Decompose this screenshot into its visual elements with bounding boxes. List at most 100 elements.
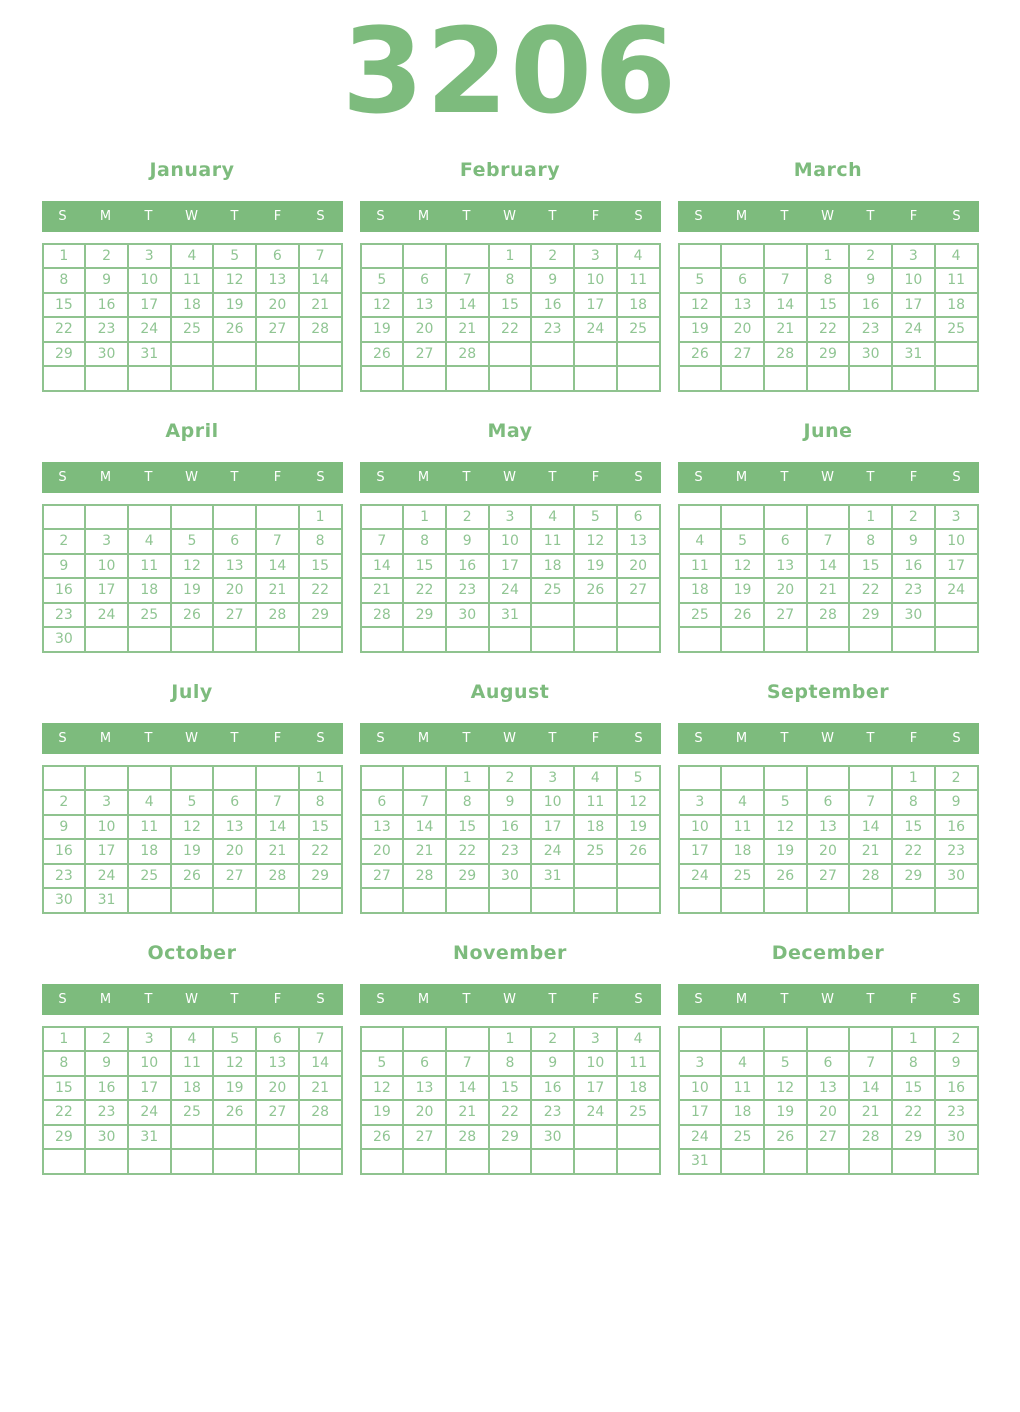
weekday-label: S: [376, 469, 386, 485]
day-cell: 24: [84, 862, 129, 890]
day-cell: 4: [169, 1025, 215, 1053]
day-cell: 19: [573, 552, 618, 580]
day-cell-empty: [487, 340, 533, 368]
day-cell-empty: [762, 887, 808, 914]
day-cell-empty: [677, 626, 723, 653]
week-row: 1: [41, 764, 343, 792]
day-cell: 28: [848, 862, 894, 890]
day-cell: 9: [891, 528, 936, 555]
weekday-label: T: [548, 469, 558, 485]
day-cell: 25: [126, 862, 172, 890]
day-cell: 30: [41, 626, 87, 653]
day-cell: 25: [720, 862, 765, 890]
day-cell: 6: [402, 267, 447, 294]
day-cell-empty: [255, 764, 300, 792]
day-cell: 1: [487, 242, 533, 270]
weekday-label: T: [548, 730, 558, 746]
day-cell: 4: [720, 789, 765, 816]
day-cell: 14: [805, 552, 851, 580]
day-cell: 11: [615, 1050, 661, 1077]
day-cell: 8: [891, 1050, 936, 1077]
day-cell: 27: [212, 862, 258, 890]
weekday-label: W: [185, 730, 199, 746]
day-cell: 12: [169, 813, 215, 841]
day-cell: 20: [402, 316, 447, 343]
day-cell: 6: [255, 242, 300, 270]
day-cell: 2: [84, 1025, 129, 1053]
day-cell: 5: [762, 1050, 808, 1077]
day-cell: 17: [487, 552, 533, 580]
day-cell: 25: [573, 838, 618, 865]
day-cell: 30: [933, 862, 979, 890]
week-row: 7 8 9 10 11 12 13: [359, 528, 661, 555]
month-day-grid: 1 2 3 4 5 6 7 8 9 10 11 12 13 14 15 16 17 18 19 20 21 22 23 24 2…: [359, 1025, 661, 1175]
day-cell: 3: [573, 1025, 618, 1053]
week-row: 26 27 28 29 30 31: [677, 340, 979, 368]
weekday-label: S: [694, 730, 704, 746]
day-cell: 16: [41, 577, 87, 604]
day-cell-empty: [359, 626, 405, 653]
day-cell: 31: [677, 1148, 723, 1175]
day-cell: 8: [805, 267, 851, 294]
day-cell: 31: [891, 340, 936, 368]
week-row: 9 10 11 12 13 14 15: [41, 552, 343, 580]
month-title: January: [149, 158, 235, 181]
day-cell: 25: [720, 1123, 765, 1151]
weekday-label: T: [144, 469, 154, 485]
day-cell: 4: [615, 1025, 661, 1053]
week-row: 18 19 20 21 22 23 24: [677, 577, 979, 604]
day-cell: 6: [805, 789, 851, 816]
day-cell: 9: [41, 552, 87, 580]
day-cell-empty: [762, 1148, 808, 1175]
day-cell: 12: [615, 789, 661, 816]
day-cell: 18: [169, 291, 215, 319]
day-cell-empty: [615, 365, 661, 392]
day-cell: 17: [84, 838, 129, 865]
day-cell: 3: [573, 242, 618, 270]
week-row: 23 24 25 26 27 28 29: [41, 601, 343, 629]
day-cell-empty: [444, 242, 490, 270]
day-cell: 30: [933, 1123, 979, 1151]
month-title: December: [771, 941, 885, 964]
day-cell: 29: [891, 862, 936, 890]
day-cell-empty: [212, 1148, 258, 1175]
day-cell: 7: [444, 1050, 490, 1077]
day-cell: 22: [297, 838, 343, 865]
day-cell: 21: [444, 1099, 490, 1126]
day-cell-empty: [212, 764, 258, 792]
weekday-label: T: [780, 208, 790, 224]
day-cell: 25: [530, 577, 576, 604]
day-cell: 27: [212, 601, 258, 629]
day-cell: 22: [891, 1099, 936, 1126]
weekday-label: T: [866, 469, 876, 485]
day-cell-empty: [933, 365, 979, 392]
week-row: 28 29 30 31: [359, 601, 661, 629]
day-cell: 18: [169, 1074, 215, 1102]
day-cell: 8: [891, 789, 936, 816]
month-day-grid: 1 2 3 4 5 6 7 8 9 10 11 12 13 14 15 16 17 18 19 20 21 22 23 24 2…: [41, 242, 343, 392]
day-cell-empty: [805, 365, 851, 392]
day-cell-empty: [677, 1025, 723, 1053]
day-cell-empty: [891, 1148, 936, 1175]
day-cell: 23: [891, 577, 936, 604]
day-cell: 24: [487, 577, 533, 604]
day-cell-empty: [720, 242, 765, 270]
day-cell: 15: [848, 552, 894, 580]
day-cell: 29: [848, 601, 894, 629]
day-cell: 10: [891, 267, 936, 294]
week-row: 15 16 17 18 19 20 21: [41, 1074, 343, 1102]
day-cell: 21: [255, 838, 300, 865]
day-cell: 22: [805, 316, 851, 343]
day-cell: 27: [805, 1123, 851, 1151]
day-cell-empty: [487, 887, 533, 914]
weekday-label: M: [99, 991, 113, 1007]
day-cell: 16: [891, 552, 936, 580]
day-cell: 12: [677, 291, 723, 319]
day-cell: 9: [933, 789, 979, 816]
